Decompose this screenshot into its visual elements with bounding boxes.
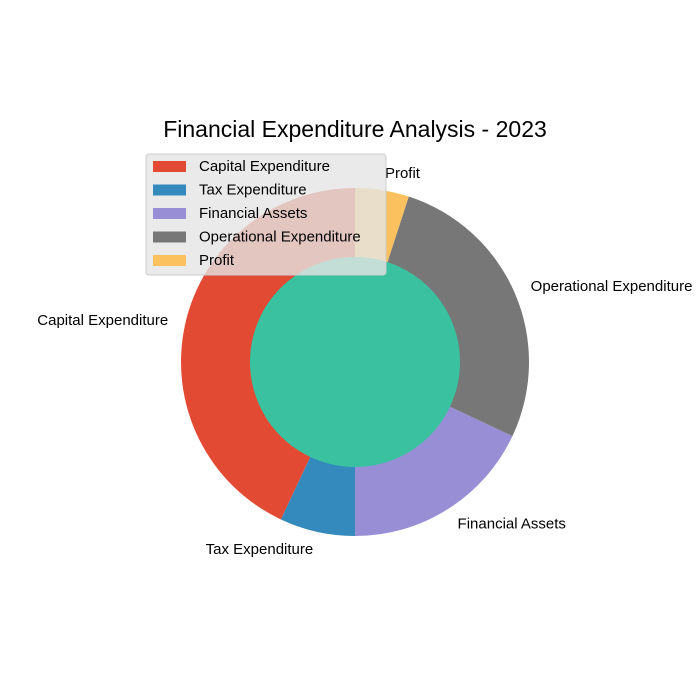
legend-label-financial-assets: Financial Assets xyxy=(199,205,307,222)
legend: Capital Expenditure Tax Expenditure Financ… xyxy=(145,153,387,276)
slice-label-profit: Profit xyxy=(385,165,421,182)
donut-center xyxy=(250,257,460,467)
legend-swatch-profit xyxy=(153,255,186,266)
legend-swatch-tax-expenditure xyxy=(153,184,186,196)
legend-label-operational-expenditure: Operational Expenditure xyxy=(199,229,361,246)
legend-swatch-capital-expenditure xyxy=(153,161,186,172)
legend-label-capital-expenditure: Capital Expenditure xyxy=(199,158,330,175)
slice-label-tax-expenditure: Tax Expenditure xyxy=(206,541,314,558)
chart-title: Financial Expenditure Analysis - 2023 xyxy=(163,116,547,142)
legend-swatch-financial-assets xyxy=(153,208,186,219)
legend-label-profit: Profit xyxy=(199,252,235,269)
legend-swatch-operational-expenditure xyxy=(153,231,186,243)
legend-box xyxy=(145,153,387,276)
slice-label-operational-expenditure: Operational Expenditure xyxy=(531,278,693,295)
legend-label-tax-expenditure: Tax Expenditure xyxy=(199,182,307,199)
legend-items: Capital Expenditure Tax Expenditure Financ… xyxy=(153,158,361,269)
slice-label-capital-expenditure: Capital Expenditure xyxy=(37,312,168,329)
slice-labels: Capital Expenditure Tax Expenditure Financ… xyxy=(37,165,692,558)
slice-label-financial-assets: Financial Assets xyxy=(458,516,566,533)
